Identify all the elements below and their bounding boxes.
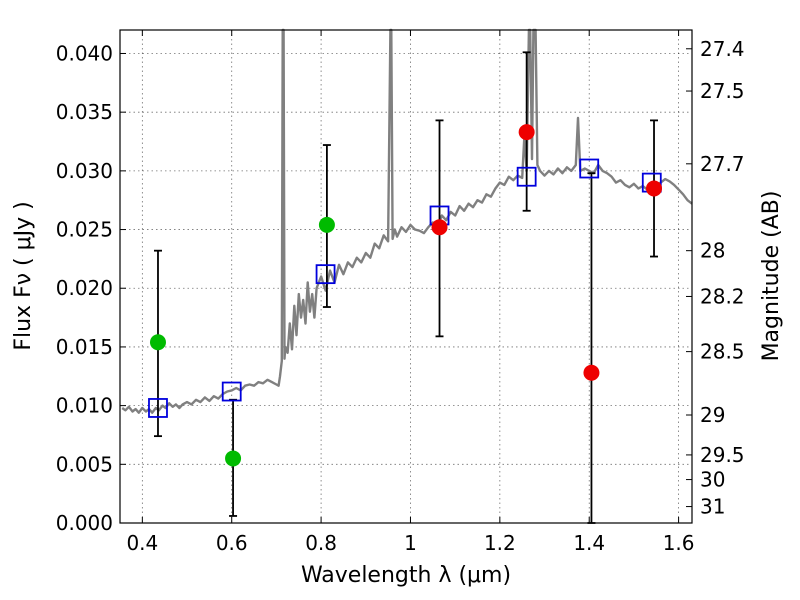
y-tick-label: 0.000 [56,511,113,535]
y-tick-label: 0.040 [56,41,113,65]
model-spectrum-line [121,28,693,414]
x-tick-label: 1 [404,531,417,555]
red-data-point [518,124,535,141]
y-tick-label: 0.030 [56,159,113,183]
model-photometry-square [221,381,242,402]
plot-background [120,30,692,523]
x-tick-label: 1.4 [573,531,605,555]
y-axis-label: Flux Fν ( μJy ) [11,201,36,350]
y2-tick-label: 27.5 [700,79,745,103]
model-photometry-square [148,398,168,418]
y-axis-right: 27.4 27.5 27.7 28 28.2 28.5 29 29.530 31 [686,37,745,519]
red-data-point [646,180,663,197]
y2-tick-label: 29.5 [700,443,745,467]
y2-tick-label: 28.2 [700,284,745,308]
x-axis: 0.4 0.6 0.8 1 1.2 1.4 1.6 [126,30,695,555]
y-tick-label: 0.035 [56,100,113,124]
y-tick-label: 0.020 [56,276,113,300]
y-tick-label: 0.025 [56,218,113,242]
x-tick-label: 0.4 [126,531,158,555]
x-tick-label: 1.6 [663,531,695,555]
y2-tick-label: 30 [700,468,725,492]
y2-tick-label: 28 [700,239,725,263]
y2-tick-label: 27.7 [700,152,745,176]
model-photometry-square [315,264,336,285]
x-tick-label: 1.2 [484,531,516,555]
model-spectrum [121,28,693,414]
x-tick-label: 0.6 [216,531,248,555]
red-data-point [431,219,448,236]
y-tick-label: 0.010 [56,394,113,418]
y-tick-label: 0.015 [56,335,113,359]
red-data-point [583,364,600,381]
y2-tick-label: 28.5 [700,340,745,364]
model-photometry-square [579,158,600,179]
grid [120,30,692,524]
x-tick-label: 0.8 [305,531,337,555]
green-data-point [149,334,166,351]
x-axis-label: Wavelength λ (μm) [301,563,511,588]
y2-tick-label: 29 [700,403,725,427]
y-axis-left: 0.000 0.005 0.010 0.015 0.020 0.025 0.030 0.035… [56,41,126,535]
observed-photometry [149,124,663,467]
green-data-point [225,450,242,467]
green-data-point [318,216,335,233]
y2-tick-label: 27.4 [700,37,745,61]
y2-tick-label: 31 [700,495,725,519]
model-photometry-square [516,166,537,187]
y-tick-label: 0.005 [56,452,113,476]
plot-frame [119,29,693,524]
y2-axis-label: Magnitude (AB) [759,191,784,362]
